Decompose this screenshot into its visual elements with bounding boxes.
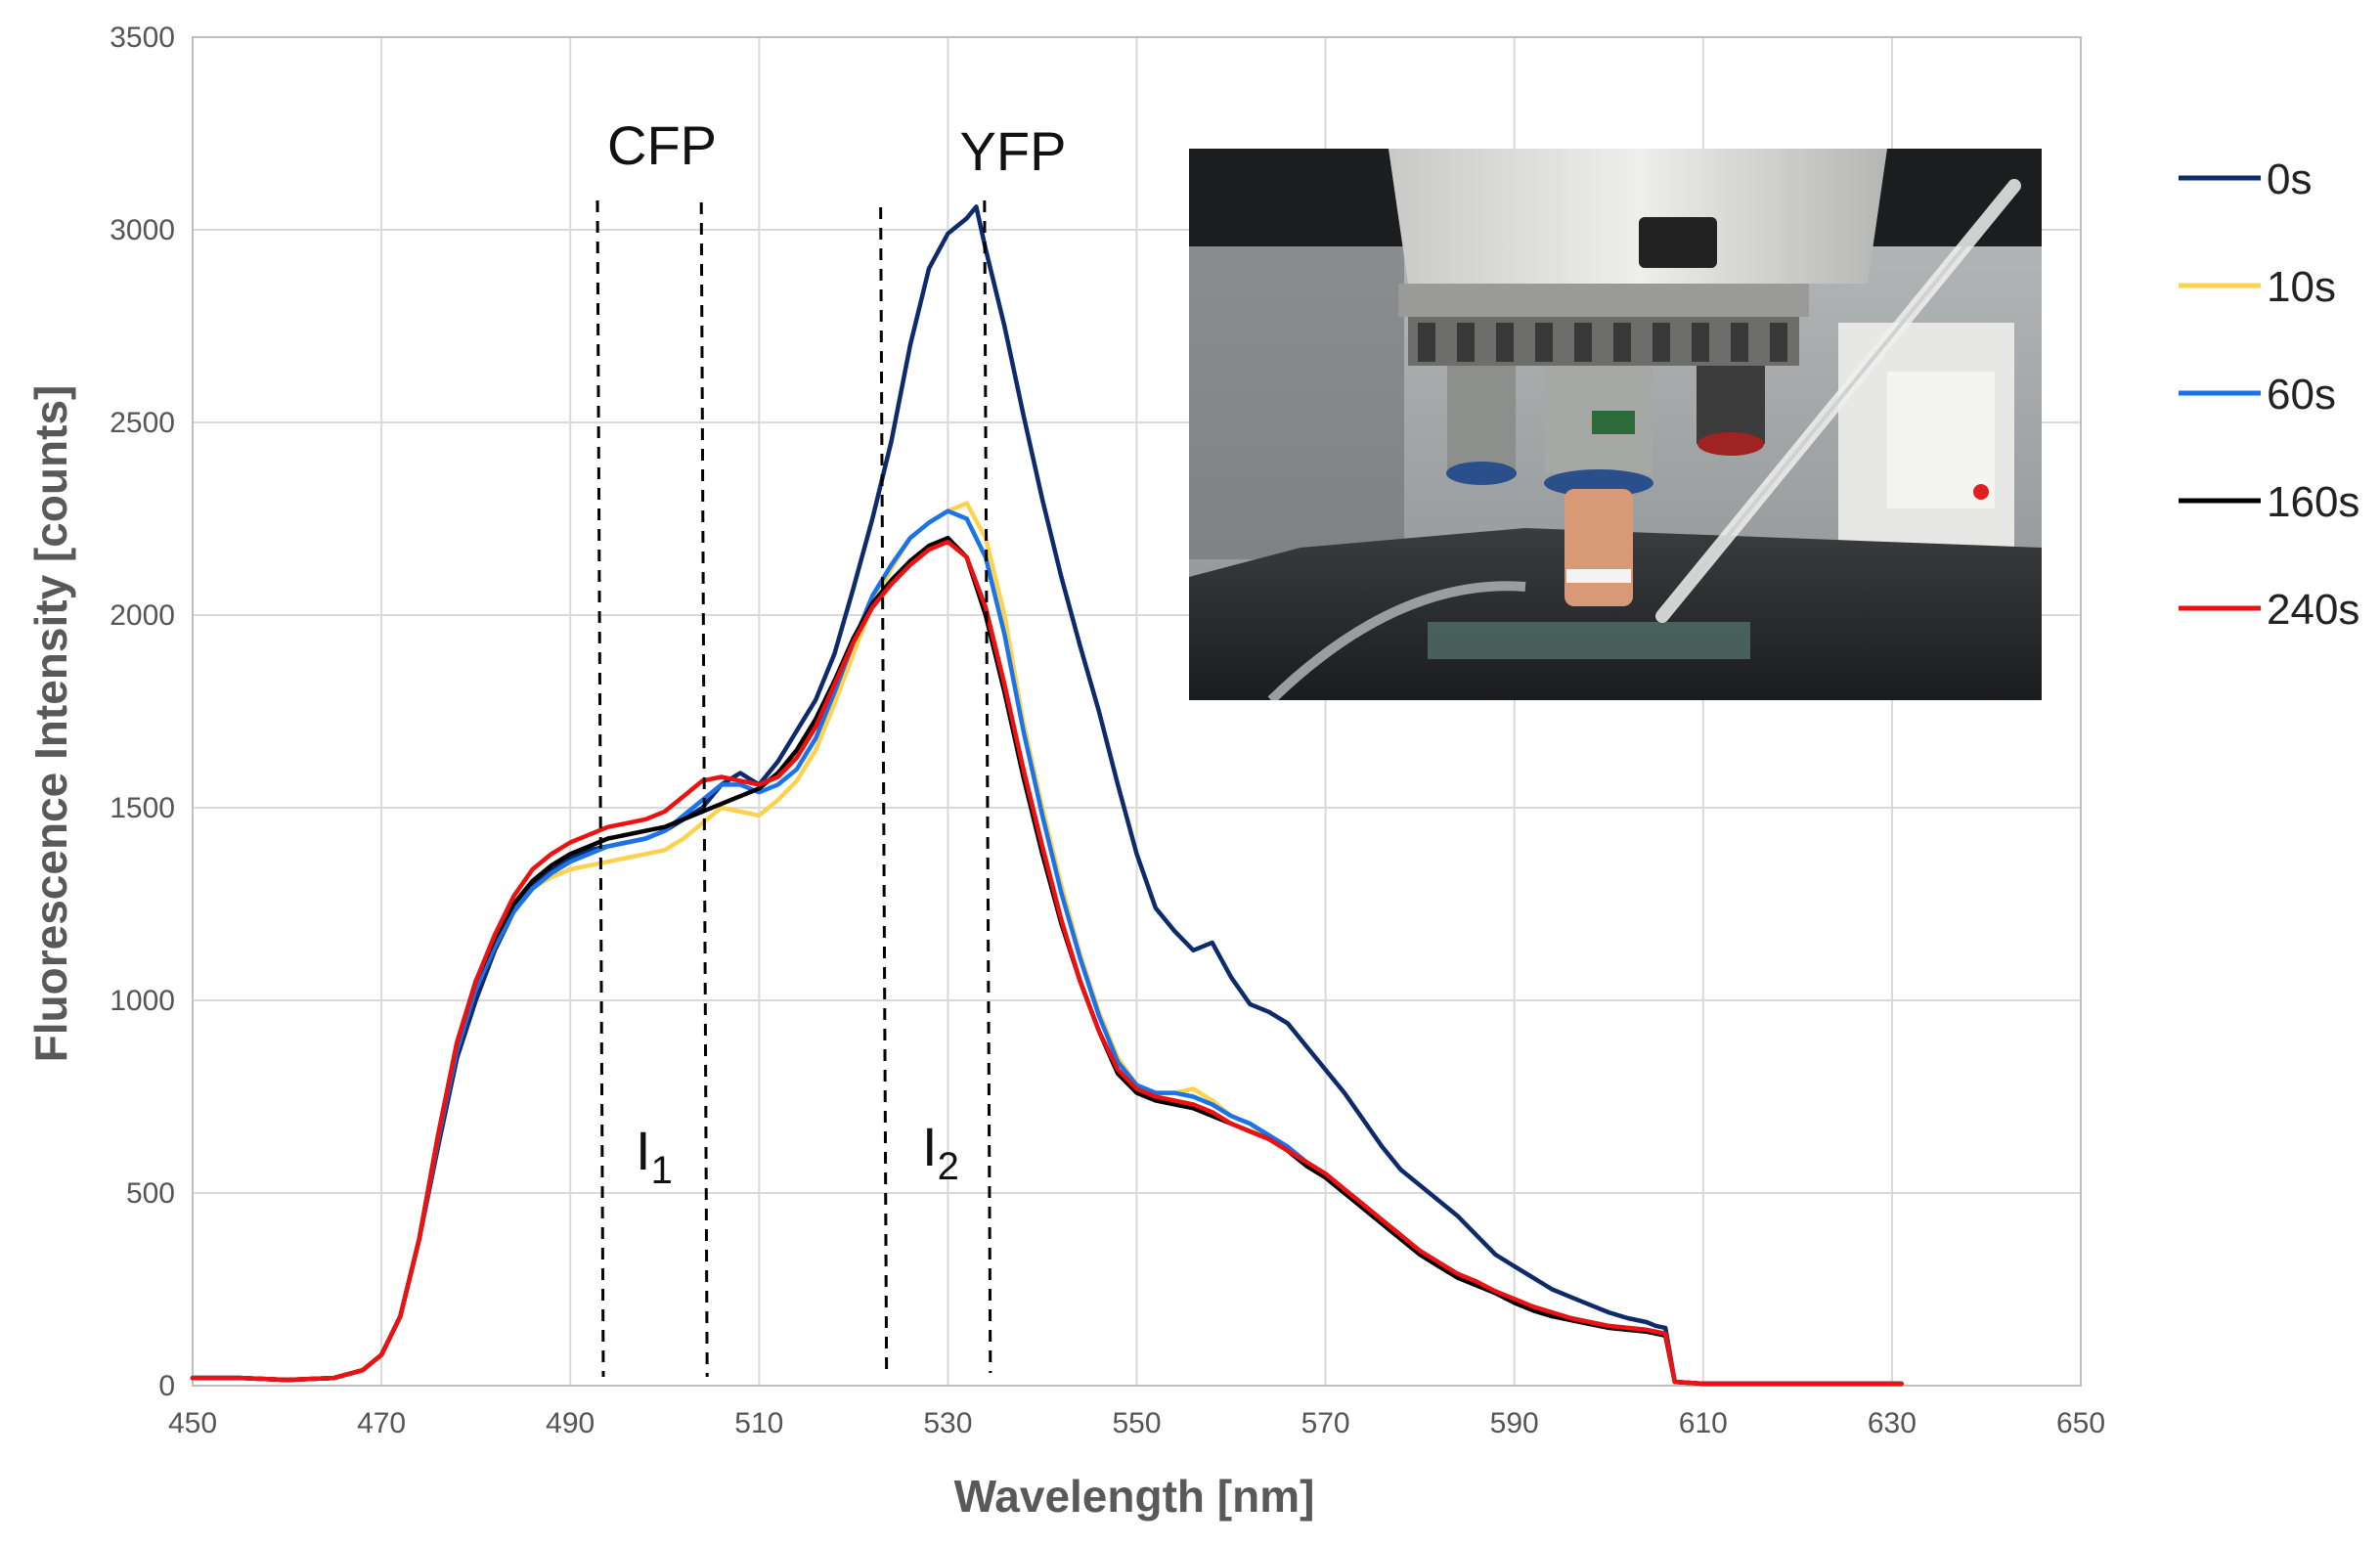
x-tick-label: 510 <box>734 1407 783 1439</box>
y-tick-label: 500 <box>126 1177 175 1210</box>
legend-label: 240s <box>2267 586 2359 634</box>
x-tick-label: 530 <box>923 1407 972 1439</box>
x-tick-label: 550 <box>1112 1407 1161 1439</box>
legend-item-60s: 60s <box>2179 371 2336 419</box>
y-tick-label: 0 <box>158 1370 175 1402</box>
y-tick-label: 2500 <box>110 407 175 439</box>
x-tick-label: 470 <box>357 1407 406 1439</box>
legend-item-160s: 160s <box>2179 478 2359 526</box>
y-axis-ticks: 0 500 1000 1500 2000 2500 3000 3500 <box>110 22 175 1402</box>
band-limit-line <box>879 206 889 1370</box>
i1-label: I1 <box>636 1120 673 1192</box>
legend-label: 60s <box>2267 371 2336 419</box>
x-tick-label: 610 <box>1679 1407 1728 1439</box>
y-tick-label: 3000 <box>110 214 175 246</box>
x-axis-title: Wavelength [nm] <box>954 1471 1315 1522</box>
band-limit-line <box>983 199 992 1374</box>
band-limit-lines <box>595 199 992 1378</box>
plot-area <box>192 36 2082 1387</box>
y-tick-label: 1000 <box>110 985 175 1017</box>
series-lines <box>190 204 1904 1387</box>
x-tick-label: 590 <box>1490 1407 1539 1439</box>
yfp-label: YFP <box>960 120 1067 182</box>
y-tick-label: 2000 <box>110 599 175 632</box>
legend-item-10s: 10s <box>2179 263 2336 311</box>
grid <box>192 36 2082 1387</box>
legend-item-240s: 240s <box>2179 586 2359 634</box>
y-tick-label: 1500 <box>110 792 175 824</box>
legend-label: 160s <box>2267 478 2359 526</box>
legend: 0s 10s 60s 160s 240s <box>2179 155 2359 634</box>
x-tick-label: 650 <box>2056 1407 2105 1439</box>
y-axis-title: Fluorescence Intensity [counts] <box>25 385 76 1063</box>
legend-label: 0s <box>2267 155 2312 203</box>
x-tick-label: 570 <box>1301 1407 1350 1439</box>
x-tick-label: 450 <box>168 1407 217 1439</box>
series-line-240s <box>190 539 1904 1387</box>
inset-photo <box>1189 149 2042 700</box>
x-axis-ticks: 450 470 490 510 530 550 570 590 610 630 650 <box>168 1407 2105 1439</box>
x-tick-label: 490 <box>546 1407 595 1439</box>
cfp-label: CFP <box>607 114 717 176</box>
y-tick-label: 3500 <box>110 22 175 54</box>
legend-item-0s: 0s <box>2179 155 2312 203</box>
band-limit-line <box>699 201 709 1378</box>
series-line-0s <box>190 204 1904 1387</box>
band-limit-line <box>595 199 605 1378</box>
i2-label: I2 <box>922 1116 959 1188</box>
legend-label: 10s <box>2267 263 2336 311</box>
x-tick-label: 630 <box>1868 1407 1917 1439</box>
